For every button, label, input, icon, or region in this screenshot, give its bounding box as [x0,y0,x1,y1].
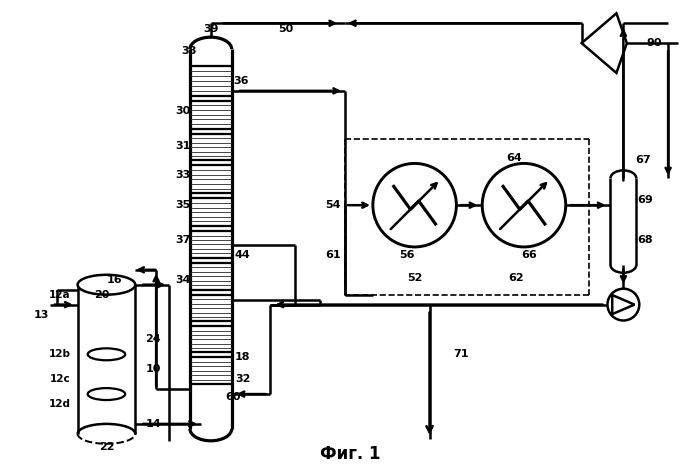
Text: 68: 68 [637,235,653,245]
Text: 24: 24 [145,334,161,344]
Text: 13: 13 [34,309,50,320]
Text: 56: 56 [399,250,415,260]
Text: 31: 31 [175,140,191,150]
Text: 10: 10 [145,364,161,374]
Text: 61: 61 [325,250,341,260]
Text: 20: 20 [94,289,109,300]
Text: 14: 14 [145,419,161,429]
Text: 30: 30 [175,106,191,116]
Text: 69: 69 [637,195,653,205]
Text: 50: 50 [278,24,293,34]
Text: 54: 54 [325,200,341,210]
Text: 12a: 12a [49,289,71,300]
Text: 62: 62 [508,273,524,283]
Text: Фиг. 1: Фиг. 1 [319,445,380,463]
Text: 16: 16 [106,275,122,285]
Ellipse shape [78,275,136,295]
Text: 32: 32 [235,374,250,384]
Text: 71: 71 [454,349,469,359]
Text: 38: 38 [181,46,196,56]
Text: 90: 90 [647,38,662,48]
Polygon shape [612,295,635,314]
Text: 44: 44 [235,250,250,260]
Text: 22: 22 [99,442,114,452]
Circle shape [373,164,456,247]
Text: 12d: 12d [49,399,71,409]
Text: 12c: 12c [50,374,70,384]
Text: 34: 34 [175,275,191,285]
Text: 60: 60 [225,392,240,402]
Circle shape [607,289,640,321]
Text: 66: 66 [521,250,537,260]
Text: 37: 37 [175,235,191,245]
Text: 18: 18 [235,352,250,362]
Text: 67: 67 [635,156,651,166]
Text: 64: 64 [506,153,522,164]
Text: 12b: 12b [49,349,71,359]
Text: 39: 39 [203,24,219,34]
Polygon shape [582,13,627,73]
Circle shape [482,164,565,247]
Text: 33: 33 [175,170,191,180]
Text: 35: 35 [175,200,191,210]
Text: 52: 52 [407,273,422,283]
Text: 36: 36 [233,76,248,86]
